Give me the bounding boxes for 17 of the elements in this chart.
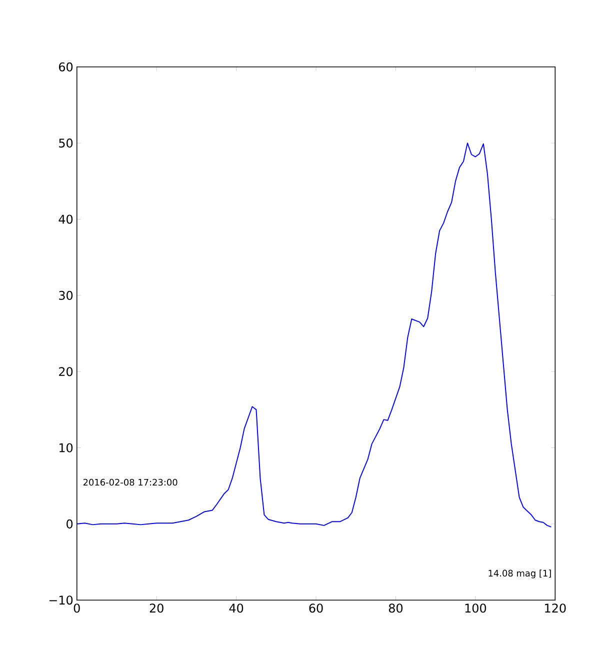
x-tick-label: 60: [309, 604, 323, 613]
y-tick-label: 40: [58, 214, 73, 224]
y-tick-label: 20: [59, 367, 73, 376]
y-tick-label: 30: [59, 290, 73, 300]
x-tick-label: 0: [74, 604, 80, 613]
y-tick-label: 0: [66, 519, 73, 528]
y-tick-label: −10: [49, 596, 73, 605]
x-tick-label: 40: [229, 604, 244, 613]
y-tick-label: 50: [59, 138, 73, 148]
x-tick-label: 120: [545, 604, 566, 613]
x-tick-label: 20: [150, 604, 164, 613]
annotation: 14.08 mag [1]: [488, 570, 551, 578]
x-tick-label: 80: [388, 604, 402, 613]
x-tick-label: 100: [465, 604, 486, 613]
annotation: 2016-02-08 17:23:00: [83, 478, 178, 486]
y-tick-label: 60: [58, 62, 73, 72]
y-tick-label: 10: [59, 443, 73, 452]
